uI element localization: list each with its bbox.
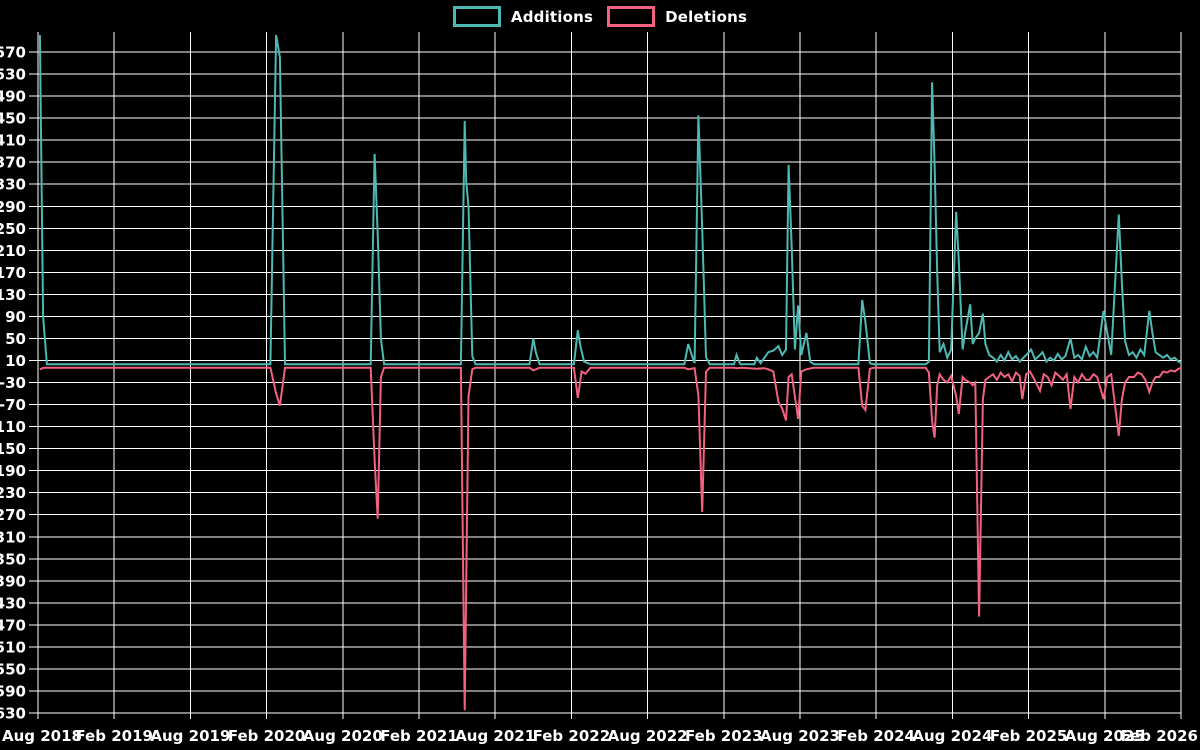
chart-legend: Additions Deletions <box>0 6 1200 27</box>
y-tick-label: 410 <box>0 132 26 150</box>
y-tick-label: -430 <box>0 594 26 612</box>
y-tick-label: 330 <box>0 176 26 194</box>
y-tick-label: -150 <box>0 440 26 458</box>
y-tick-label: 570 <box>0 44 26 62</box>
y-tick-label: -190 <box>0 462 26 480</box>
x-tick-label: Aug 2021 <box>455 727 535 745</box>
y-tick-label: 530 <box>0 66 26 84</box>
y-tick-label: 250 <box>0 220 26 238</box>
y-tick-label: 490 <box>0 88 26 106</box>
y-tick-label: 50 <box>5 330 26 348</box>
y-tick-label: 370 <box>0 154 26 172</box>
y-tick-label: 170 <box>0 264 26 282</box>
additions-swatch-icon <box>452 6 501 27</box>
legend-label-deletions: Deletions <box>665 7 748 26</box>
y-tick-label: -510 <box>0 638 26 656</box>
x-tick-label: Aug 2023 <box>760 727 840 745</box>
x-tick-label: Feb 2021 <box>380 727 458 745</box>
x-tick-label: Feb 2023 <box>685 727 763 745</box>
legend-entry-deletions[interactable]: Deletions <box>607 6 747 27</box>
y-tick-label: -590 <box>0 682 26 700</box>
y-tick-label: 10 <box>5 352 26 370</box>
y-tick-label: 290 <box>0 198 26 216</box>
y-tick-label: -470 <box>0 616 26 634</box>
x-tick-label: Feb 2020 <box>228 727 306 745</box>
x-tick-label: Aug 2024 <box>912 727 992 745</box>
legend-label-additions: Additions <box>510 7 594 26</box>
y-tick-label: -270 <box>0 506 26 524</box>
y-tick-label: -230 <box>0 484 26 502</box>
x-tick-label: Feb 2019 <box>75 727 153 745</box>
y-tick-label: -550 <box>0 660 26 678</box>
x-tick-label: Feb 2025 <box>990 727 1068 745</box>
x-tick-label: Feb 2026 <box>1120 727 1198 745</box>
y-tick-label: 90 <box>5 308 26 326</box>
series-line-deletions <box>39 366 1182 711</box>
y-tick-label: 450 <box>0 110 26 128</box>
x-tick-label: Aug 2025 <box>1065 727 1145 745</box>
series-line-additions <box>38 34 1182 366</box>
y-tick-label: -310 <box>0 528 26 546</box>
y-tick-label: -630 <box>0 705 26 723</box>
x-tick-label: Aug 2019 <box>150 727 230 745</box>
y-tick-label: -110 <box>0 418 26 436</box>
x-tick-label: Feb 2022 <box>533 727 611 745</box>
y-tick-label: -70 <box>0 396 26 414</box>
x-tick-label: Aug 2020 <box>303 727 383 745</box>
x-tick-label: Aug 2018 <box>2 727 82 745</box>
legend-entry-additions[interactable]: Additions <box>452 6 594 27</box>
x-tick-label: Aug 2022 <box>608 727 688 745</box>
y-tick-label: -350 <box>0 550 26 568</box>
y-tick-label: 130 <box>0 286 26 304</box>
deletions-swatch-icon <box>607 6 656 27</box>
y-tick-label: 210 <box>0 242 26 260</box>
y-tick-label: -30 <box>0 374 26 392</box>
x-tick-label: Feb 2024 <box>837 727 915 745</box>
y-tick-label: -390 <box>0 572 26 590</box>
